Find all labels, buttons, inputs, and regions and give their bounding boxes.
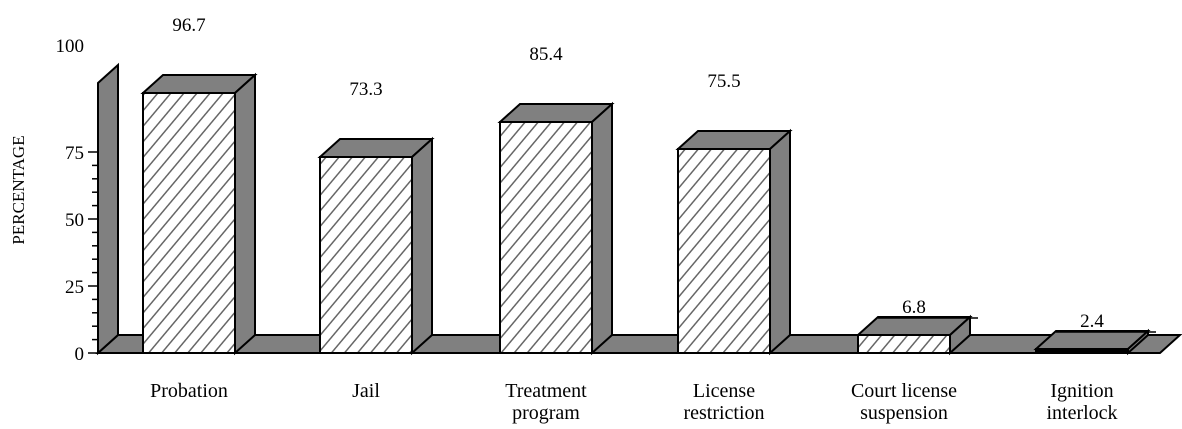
category-label: License restriction bbox=[683, 380, 764, 424]
bars bbox=[140, 72, 1151, 356]
category-label: Probation bbox=[150, 380, 228, 402]
bar-front bbox=[319, 156, 413, 354]
bar bbox=[1033, 328, 1151, 356]
value-label: 2.4 bbox=[1080, 311, 1104, 332]
y-axis-label: PERCENTAGE bbox=[9, 135, 28, 244]
bar-side bbox=[591, 101, 613, 356]
bar bbox=[675, 128, 793, 356]
bar bbox=[140, 72, 258, 356]
bar-side bbox=[411, 136, 433, 356]
value-label: 96.7 bbox=[172, 15, 205, 36]
value-label: 6.8 bbox=[902, 297, 926, 318]
category-label: Treatment program bbox=[505, 380, 587, 424]
category-label: Court license suspension bbox=[851, 380, 957, 424]
bar-side bbox=[1127, 328, 1149, 356]
chart-floor bbox=[95, 62, 1182, 356]
y-tick-label: 50 bbox=[65, 210, 84, 231]
bar-front bbox=[857, 334, 951, 354]
bar-side bbox=[234, 72, 256, 356]
side-wall bbox=[97, 62, 119, 356]
value-label: 85.4 bbox=[529, 44, 563, 65]
y-tick-label: 100 bbox=[56, 36, 85, 57]
y-tick-label: 0 bbox=[75, 344, 85, 365]
bar-front bbox=[499, 121, 593, 354]
bar bbox=[497, 101, 615, 356]
bar-front bbox=[142, 92, 236, 354]
bar bbox=[317, 136, 435, 356]
category-label: Ignition interlock bbox=[1046, 380, 1117, 424]
bar-side bbox=[949, 314, 971, 356]
y-tick-label: 25 bbox=[65, 277, 84, 298]
bar-side bbox=[769, 128, 791, 356]
value-label: 73.3 bbox=[349, 79, 382, 100]
labels: 96.7 Probation 73.3 Jail 85.4 Treatment progra… bbox=[150, 15, 1156, 424]
y-tick-label: 75 bbox=[65, 143, 84, 164]
category-label: Jail bbox=[352, 380, 380, 402]
bar bbox=[855, 314, 973, 356]
value-label: 75.5 bbox=[707, 71, 740, 92]
floor-slab bbox=[95, 334, 1182, 354]
bar-front bbox=[677, 148, 771, 354]
y-axis: 0 25 50 75 100 bbox=[56, 36, 99, 365]
